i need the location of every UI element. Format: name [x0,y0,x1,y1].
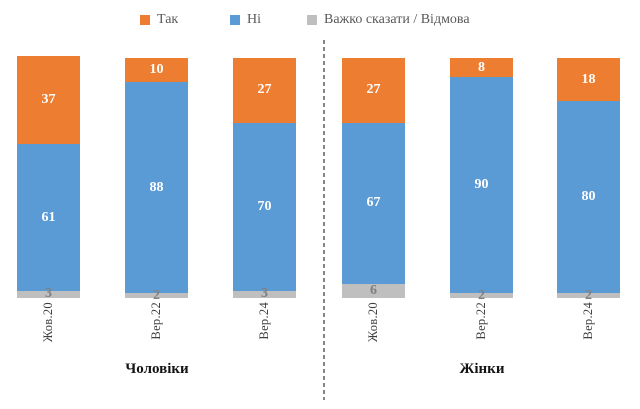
bar-group1-2: 10 88 2 [125,58,188,302]
legend-item-hard-to-say: Важко сказати / Відмова [307,13,470,27]
segment-value-label: 90 [474,177,489,193]
bar-group2-1: 27 67 6 [342,58,405,298]
segment-value-label: 3 [261,286,268,302]
legend-label-no: Ні [247,12,261,27]
x-tick-label: Вер.22 [148,302,163,340]
bar-segment-no: 88 [125,82,188,294]
segment-value-label: 37 [41,92,56,108]
bar-segment-hard-to-say: 2 [125,288,188,302]
legend-item-yes: Так [140,13,178,27]
bar-segment-yes: 10 [125,58,188,83]
legend-label-yes: Так [157,12,179,27]
bar-group2-3: 18 80 2 [557,58,620,302]
segment-value-label: 80 [581,189,596,205]
group-divider-line [323,40,325,400]
segment-value-label: 6 [370,282,377,298]
bar-segment-no: 70 [233,122,296,291]
segment-value-label: 10 [149,62,164,78]
bar-segment-hard-to-say: 2 [450,288,513,302]
x-tick-label: Жов.20 [365,302,380,343]
segment-value-label: 88 [149,179,164,195]
group-label-men: Чоловіки [125,361,189,377]
bar-segment-hard-to-say: 6 [342,282,405,298]
x-tick-label: Вер.24 [580,302,595,340]
x-tick-label: Вер.22 [473,302,488,340]
legend-label-hard-to-say: Важко сказати / Відмова [324,12,470,27]
no-color-swatch-icon [230,15,240,25]
segment-value-label: 61 [41,209,56,225]
legend-item-no: Ні [230,13,261,27]
x-tick-label: Жов.20 [40,302,55,343]
bar-segment-hard-to-say: 3 [17,287,80,301]
hard-to-say-color-swatch-icon [307,15,317,25]
bar-segment-no: 90 [450,77,513,294]
bar-segment-yes: 27 [342,58,405,123]
group-label-women: Жінки [459,361,505,377]
x-tick-label: Вер.24 [256,302,271,340]
bar-segment-hard-to-say: 3 [233,287,296,301]
yes-color-swatch-icon [140,15,150,25]
bar-segment-yes: 18 [557,58,620,102]
segment-value-label: 27 [257,82,272,98]
bar-group2-2: 8 90 2 [450,58,513,302]
segment-value-label: 3 [45,286,52,302]
bar-group1-1: 37 61 3 [17,55,80,301]
bar-segment-no: 67 [342,122,405,284]
bar-segment-yes: 27 [233,58,296,123]
segment-value-label: 70 [257,198,272,214]
bar-segment-hard-to-say: 2 [557,288,620,302]
segment-value-label: 27 [366,82,381,98]
bar-segment-yes: 8 [450,58,513,78]
bar-segment-yes: 37 [17,55,80,145]
segment-value-label: 2 [585,287,592,303]
segment-value-label: 2 [153,287,160,303]
bar-segment-no: 80 [557,101,620,294]
segment-value-label: 67 [366,195,381,211]
bar-segment-no: 61 [17,144,80,291]
segment-value-label: 2 [478,287,485,303]
segment-value-label: 18 [581,71,596,87]
bar-group1-3: 27 70 3 [233,58,296,301]
segment-value-label: 8 [478,59,485,75]
